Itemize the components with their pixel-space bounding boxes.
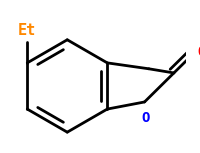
Text: Et: Et xyxy=(18,23,36,38)
Text: O: O xyxy=(197,45,200,59)
Text: O: O xyxy=(141,111,149,125)
